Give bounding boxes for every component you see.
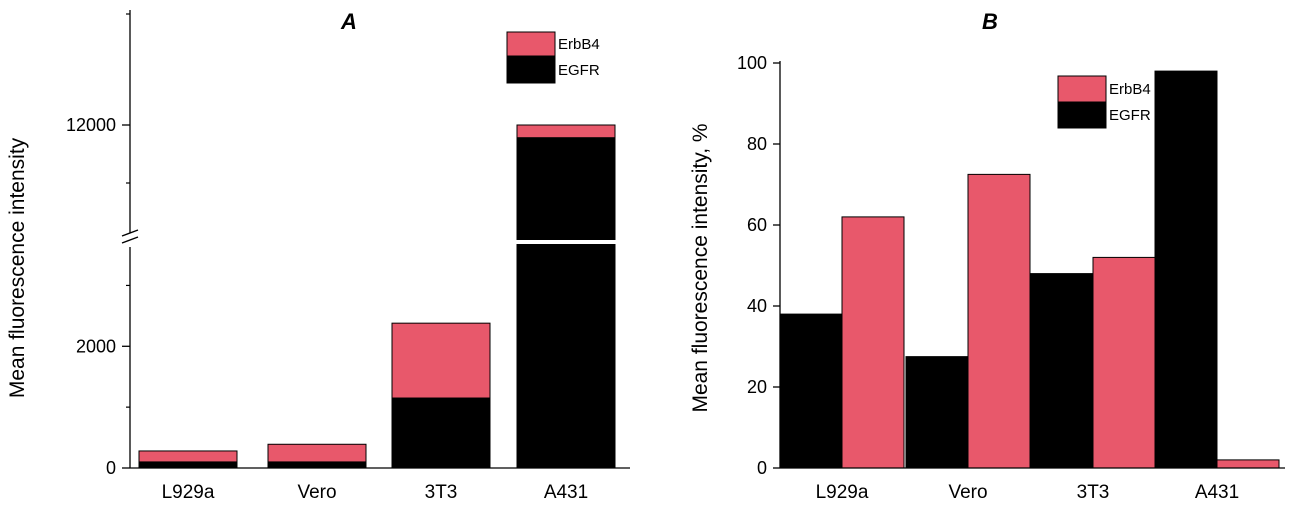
x-tick-label-3t3: 3T3 <box>425 482 458 503</box>
chart-b-y-axis-label: Mean fluorescence intensity, % <box>689 123 712 412</box>
chart-a-y-axis-label: Mean fluorescence intensity <box>6 137 29 398</box>
y-tick-label-0: 0 <box>106 458 116 478</box>
chart-a-title: A <box>340 9 357 34</box>
y-tick-label-12000: 12000 <box>66 115 116 135</box>
y-tick-label-2000: 2000 <box>76 336 116 356</box>
y-tick-label-20: 20 <box>747 377 767 397</box>
bar-egfr-a431-lower <box>516 243 616 469</box>
x-tick-label-vero: Vero <box>297 482 336 503</box>
chart-a: A Mean fluorescence intensity L929a Vero 3… <box>6 9 634 503</box>
x-tick-label-vero: Vero <box>948 482 987 503</box>
bar-egfr-3t3 <box>391 397 491 469</box>
bar-erbb4-l929a <box>138 450 238 463</box>
x-tick-label-a431: A431 <box>544 482 588 503</box>
bar-egfr-l929a <box>138 461 238 469</box>
bar-erbb4-3t3 <box>1092 256 1156 469</box>
x-tick-label-l929a: L929a <box>162 482 215 503</box>
bar-egfr-vero <box>267 461 367 469</box>
axis-break-mark <box>121 236 139 244</box>
x-tick-label-l929a: L929a <box>816 482 869 503</box>
x-tick-label-a431: A431 <box>1195 482 1239 503</box>
axis-break-mark <box>121 229 139 237</box>
legend-label-egfr: EGFR <box>558 62 600 79</box>
legend-swatch-erbb4 <box>506 31 556 57</box>
bar-erbb4-vero <box>267 443 367 463</box>
bar-erbb4-vero <box>967 173 1031 469</box>
y-tick-label-0: 0 <box>757 458 767 478</box>
legend-label-erbb4: ErbB4 <box>1109 81 1151 98</box>
y-tick-label-100: 100 <box>737 53 767 73</box>
bar-erbb4-a431 <box>1216 459 1280 469</box>
chart-b: B Mean fluorescence intensity, % L929a Ve… <box>689 9 1285 503</box>
bar-egfr-a431 <box>1154 70 1218 469</box>
chart-a-legend: ErbB4 EGFR <box>506 31 600 84</box>
bar-erbb4-l929a <box>841 216 905 469</box>
x-tick-label-3t3: 3T3 <box>1077 482 1110 503</box>
bar-egfr-vero <box>905 356 969 469</box>
y-tick-label-80: 80 <box>747 134 767 154</box>
chart-b-legend: ErbB4 EGFR <box>1057 75 1151 129</box>
legend-label-erbb4: ErbB4 <box>558 36 600 53</box>
bar-erbb4-a431 <box>516 124 616 139</box>
bar-egfr-l929a <box>779 313 843 469</box>
bar-erbb4-3t3 <box>391 322 491 399</box>
bar-egfr-3t3 <box>1030 273 1094 469</box>
y-tick-label-60: 60 <box>747 215 767 235</box>
bar-egfr-a431-upper <box>516 137 616 241</box>
legend-label-egfr: EGFR <box>1109 107 1151 124</box>
y-tick-label-40: 40 <box>747 296 767 316</box>
legend-swatch-egfr <box>1057 101 1107 129</box>
axis-break-gap <box>134 240 634 244</box>
legend-swatch-erbb4 <box>1057 75 1107 103</box>
chart-b-title: B <box>982 9 998 34</box>
legend-swatch-egfr <box>506 56 556 84</box>
